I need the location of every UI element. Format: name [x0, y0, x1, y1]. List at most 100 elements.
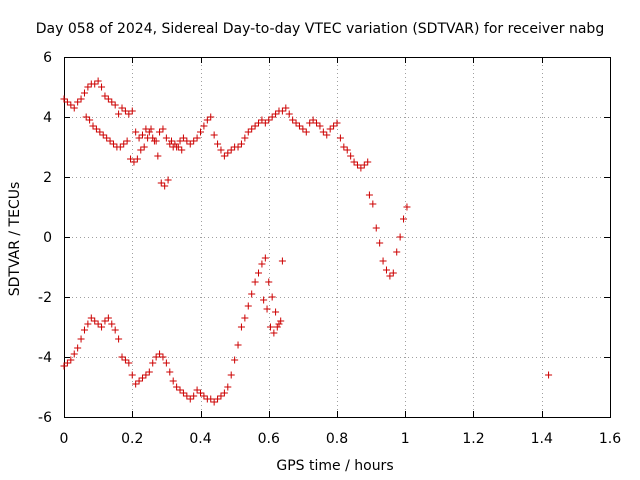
x-tick-label: 0.4 [189, 431, 211, 447]
data-point [545, 371, 553, 379]
data-point [251, 278, 259, 286]
data-point [340, 143, 348, 151]
data-point [128, 371, 136, 379]
data-point [121, 107, 129, 115]
x-tick-label: 0 [60, 431, 69, 447]
data-point [248, 125, 256, 133]
axis-ticks [64, 57, 611, 418]
data-point [396, 233, 404, 241]
data-point [183, 392, 191, 400]
data-point [197, 128, 204, 136]
data-point [272, 110, 280, 118]
data-point [118, 353, 126, 361]
data-point [369, 200, 377, 208]
data-point [104, 314, 112, 322]
data-point [67, 101, 75, 109]
data-point [104, 95, 112, 103]
data-point [393, 248, 401, 256]
data-point [162, 359, 170, 367]
data-point [353, 161, 361, 169]
data-point [63, 359, 71, 367]
data-point [67, 356, 75, 364]
data-point [272, 308, 280, 316]
data-point [265, 278, 273, 286]
data-point [115, 335, 123, 343]
data-point [186, 395, 194, 403]
data-point [167, 137, 175, 145]
data-point [118, 104, 126, 112]
data-point [120, 140, 128, 148]
data-point [244, 302, 252, 310]
data-point [217, 392, 225, 400]
data-point [70, 350, 78, 358]
data-point [285, 110, 293, 118]
data-point [237, 323, 245, 331]
data-point [135, 134, 143, 142]
data-point [214, 140, 222, 148]
data-point [241, 314, 249, 322]
x-tick-label: 1.2 [462, 431, 484, 447]
data-point [357, 164, 365, 172]
data-point [111, 326, 119, 334]
data-point [77, 95, 85, 103]
data-point [156, 350, 164, 358]
data-point [159, 353, 167, 361]
data-point [227, 146, 235, 154]
data-point [91, 317, 99, 325]
data-point [99, 131, 107, 139]
data-point [154, 152, 162, 160]
data-point [323, 131, 331, 139]
data-point [123, 137, 131, 145]
data-point [115, 110, 123, 118]
data-point [309, 116, 317, 124]
data-point [179, 134, 187, 142]
data-point [251, 122, 259, 130]
data-point [255, 269, 263, 277]
data-point [169, 377, 177, 385]
data-point [121, 356, 129, 364]
data-point [186, 140, 194, 148]
data-point [60, 362, 68, 370]
data-point [178, 146, 186, 154]
data-point [92, 125, 100, 133]
data-point [379, 257, 387, 265]
data-point [224, 383, 232, 391]
data-point [278, 257, 286, 265]
data-point [336, 134, 344, 142]
data-point [270, 329, 278, 337]
y-tick-label: -4 [38, 350, 52, 366]
data-point [162, 134, 170, 142]
data-point [258, 116, 266, 124]
data-point [347, 152, 355, 160]
data-point [140, 143, 148, 151]
y-tick-label: -2 [38, 290, 52, 306]
data-point [372, 224, 380, 232]
data-point [108, 98, 116, 106]
data-point [382, 266, 390, 274]
data-point [130, 158, 138, 166]
data-point [350, 158, 358, 166]
data-point [197, 389, 204, 397]
data-point [103, 134, 111, 142]
data-point [220, 389, 228, 397]
data-point [244, 128, 252, 136]
data-point [84, 320, 92, 328]
data-point [295, 122, 303, 130]
data-point [299, 125, 307, 133]
data-point [234, 341, 242, 349]
data-point [138, 131, 146, 139]
data-point [237, 140, 245, 148]
data-point [86, 116, 94, 124]
data-point [275, 320, 283, 328]
data-point [207, 113, 215, 121]
data-point [173, 383, 181, 391]
data-point [224, 149, 232, 157]
data-point [302, 128, 310, 136]
data-point [108, 320, 116, 328]
data-point [111, 101, 119, 109]
data-point [403, 203, 411, 211]
data-point [132, 380, 140, 388]
data-point [268, 113, 276, 121]
y-axis-label: SDTVAR / TECUs [7, 182, 23, 297]
